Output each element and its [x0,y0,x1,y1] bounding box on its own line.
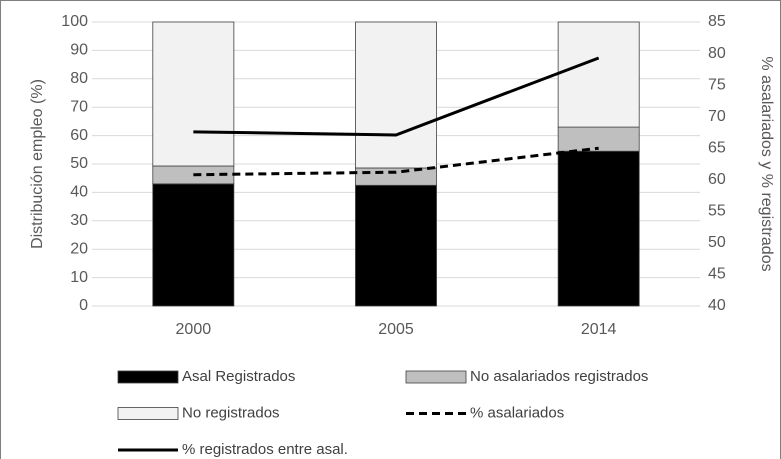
legend-swatch [117,407,179,420]
y-axis-title: Distribución empleo (%) [29,79,46,249]
y2-tick-label: 80 [708,45,726,62]
legend-swatch [405,370,467,384]
legend-label: % registrados entre asal. [182,441,348,458]
y-tick-label: 20 [70,240,88,257]
y2-tick-label: 85 [708,13,726,30]
bar [152,21,235,167]
y-tick-label: 10 [70,269,88,286]
y-tick-label: 40 [70,184,88,201]
y-tick-label: 80 [70,70,88,87]
y2-axis-title: % asalariados y % registrados [758,56,775,271]
bar [152,183,235,307]
bar [557,150,640,307]
legend-label: % asalariados [470,404,564,421]
legend-label: No asalariados registrados [470,368,648,385]
y2-tick-label: 70 [708,108,726,125]
bar [557,126,640,152]
y-tick-label: 30 [70,212,88,229]
x-tick-label: 2000 [176,321,212,338]
bar [355,167,437,186]
y2-tick-label: 60 [708,171,726,188]
y-tick-label: 100 [61,13,88,30]
y2-tick-label: 50 [708,234,726,251]
y-tick-label: 60 [70,127,88,144]
legend-label: Asal Registrados [182,368,295,385]
y2-tick-label: 40 [708,297,726,314]
y2-tick-label: 45 [708,266,726,283]
bar [557,21,640,128]
bar [355,21,437,169]
y2-tick-label: 55 [708,203,726,220]
y-tick-label: 70 [70,98,88,115]
bar [355,184,437,307]
line [193,56,600,137]
legend-label: No registrados [182,404,280,421]
x-tick-label: 2005 [378,321,414,338]
x-tick-label: 2014 [581,321,617,338]
line [193,146,599,177]
y2-tick-label: 75 [708,76,726,93]
y-tick-label: 50 [70,155,88,172]
y2-tick-label: 65 [708,139,726,156]
y-tick-label: 90 [70,42,88,59]
legend-swatch [117,370,179,384]
y-tick-label: 0 [79,297,88,314]
